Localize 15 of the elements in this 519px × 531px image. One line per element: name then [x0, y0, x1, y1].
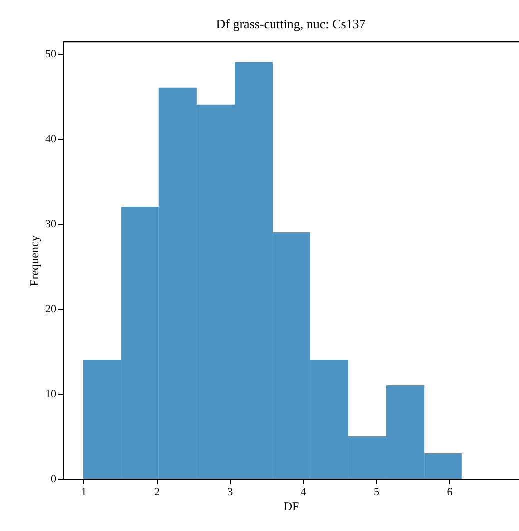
x-tick-label: 1: [81, 486, 87, 498]
y-tick-label: 40: [46, 133, 57, 146]
y-tick-label: 0: [51, 474, 57, 486]
y-axis-title: Frequency: [28, 236, 42, 286]
y-tick-label: 30: [46, 218, 57, 230]
x-axis-title: DF: [284, 500, 300, 514]
x-tick-label: 4: [300, 486, 307, 498]
chart-title: Df grass-cutting, nuc: Cs137: [216, 16, 366, 32]
y-tick-label: 50: [46, 48, 57, 60]
x-tick-label: 5: [374, 486, 380, 498]
y-tick-label: 10: [46, 388, 57, 400]
x-tick-label: 3: [228, 486, 234, 498]
y-tick-label: 20: [46, 303, 57, 316]
x-tick-label: 2: [154, 486, 160, 498]
x-tick-label: 6: [447, 486, 454, 498]
